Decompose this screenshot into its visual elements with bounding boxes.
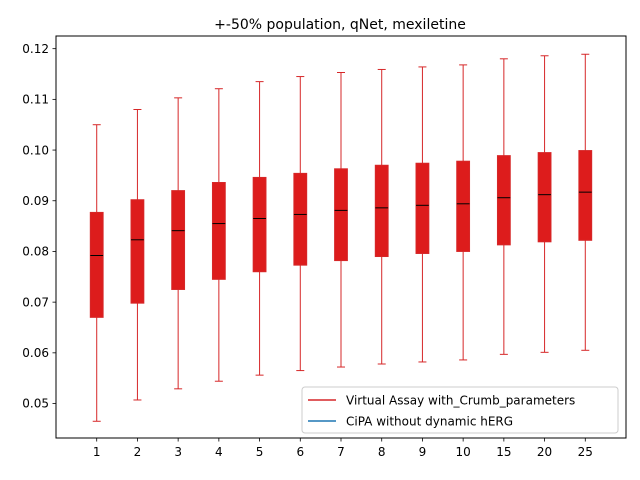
y-axis: 0.05 0.06 0.07 0.08 0.09 0.10 0.11 0.12 (22, 42, 56, 411)
plot-area (89, 53, 593, 422)
y-tick-label: 0.08 (22, 245, 49, 259)
box-2 (130, 109, 145, 401)
y-tick-label: 0.12 (22, 42, 49, 56)
box-body (496, 155, 511, 246)
x-tick-label: 9 (419, 445, 427, 459)
box-20 (537, 55, 552, 353)
y-tick-label: 0.11 (22, 93, 49, 107)
y-tick-label: 0.05 (22, 397, 49, 411)
legend-box (301, 386, 619, 434)
x-tick-label: 8 (378, 445, 386, 459)
box-15 (496, 58, 511, 355)
box-body (374, 164, 389, 258)
chart-title: +-50% population, qNet, mexiletine (214, 17, 466, 33)
legend-label-cipa: CiPA without dynamic hERG (346, 415, 513, 429)
box-5 (252, 81, 267, 376)
box-body (252, 176, 267, 273)
box-body (171, 190, 186, 290)
x-tick-label: 5 (256, 445, 264, 459)
x-axis: 1 2 3 4 5 6 7 8 9 10 15 20 25 (93, 438, 593, 459)
legend: Virtual Assay with_Crumb_parameters CiPA… (301, 386, 619, 434)
box-10 (456, 64, 471, 361)
legend-label-virtual-assay: Virtual Assay with_Crumb_parameters (346, 394, 575, 408)
x-tick-label: 6 (296, 445, 304, 459)
box-6 (293, 76, 308, 372)
box-25 (578, 53, 593, 351)
box-3 (171, 97, 186, 390)
box-body (130, 199, 145, 304)
x-tick-label: 4 (215, 445, 223, 459)
x-tick-label: 10 (456, 445, 471, 459)
box-body (293, 172, 308, 266)
box-7 (334, 71, 348, 368)
box-body (456, 160, 471, 252)
x-tick-label: 7 (337, 445, 345, 459)
x-tick-label: 25 (578, 445, 593, 459)
y-tick-label: 0.10 (22, 143, 49, 157)
x-tick-label: 15 (496, 445, 511, 459)
x-tick-label: 1 (93, 445, 101, 459)
box-1 (89, 124, 104, 422)
box-4 (211, 88, 226, 382)
box-8 (374, 68, 389, 365)
y-tick-label: 0.06 (22, 346, 49, 360)
box-body (89, 211, 104, 318)
box-9 (415, 66, 430, 363)
box-body (334, 168, 348, 262)
y-tick-label: 0.09 (22, 194, 49, 208)
box-body (537, 152, 552, 243)
box-body (415, 162, 430, 254)
x-tick-label: 20 (537, 445, 552, 459)
x-tick-label: 2 (134, 445, 142, 459)
box-body (211, 182, 226, 280)
x-tick-label: 3 (174, 445, 182, 459)
box-body (578, 150, 593, 241)
y-tick-label: 0.07 (22, 295, 49, 309)
